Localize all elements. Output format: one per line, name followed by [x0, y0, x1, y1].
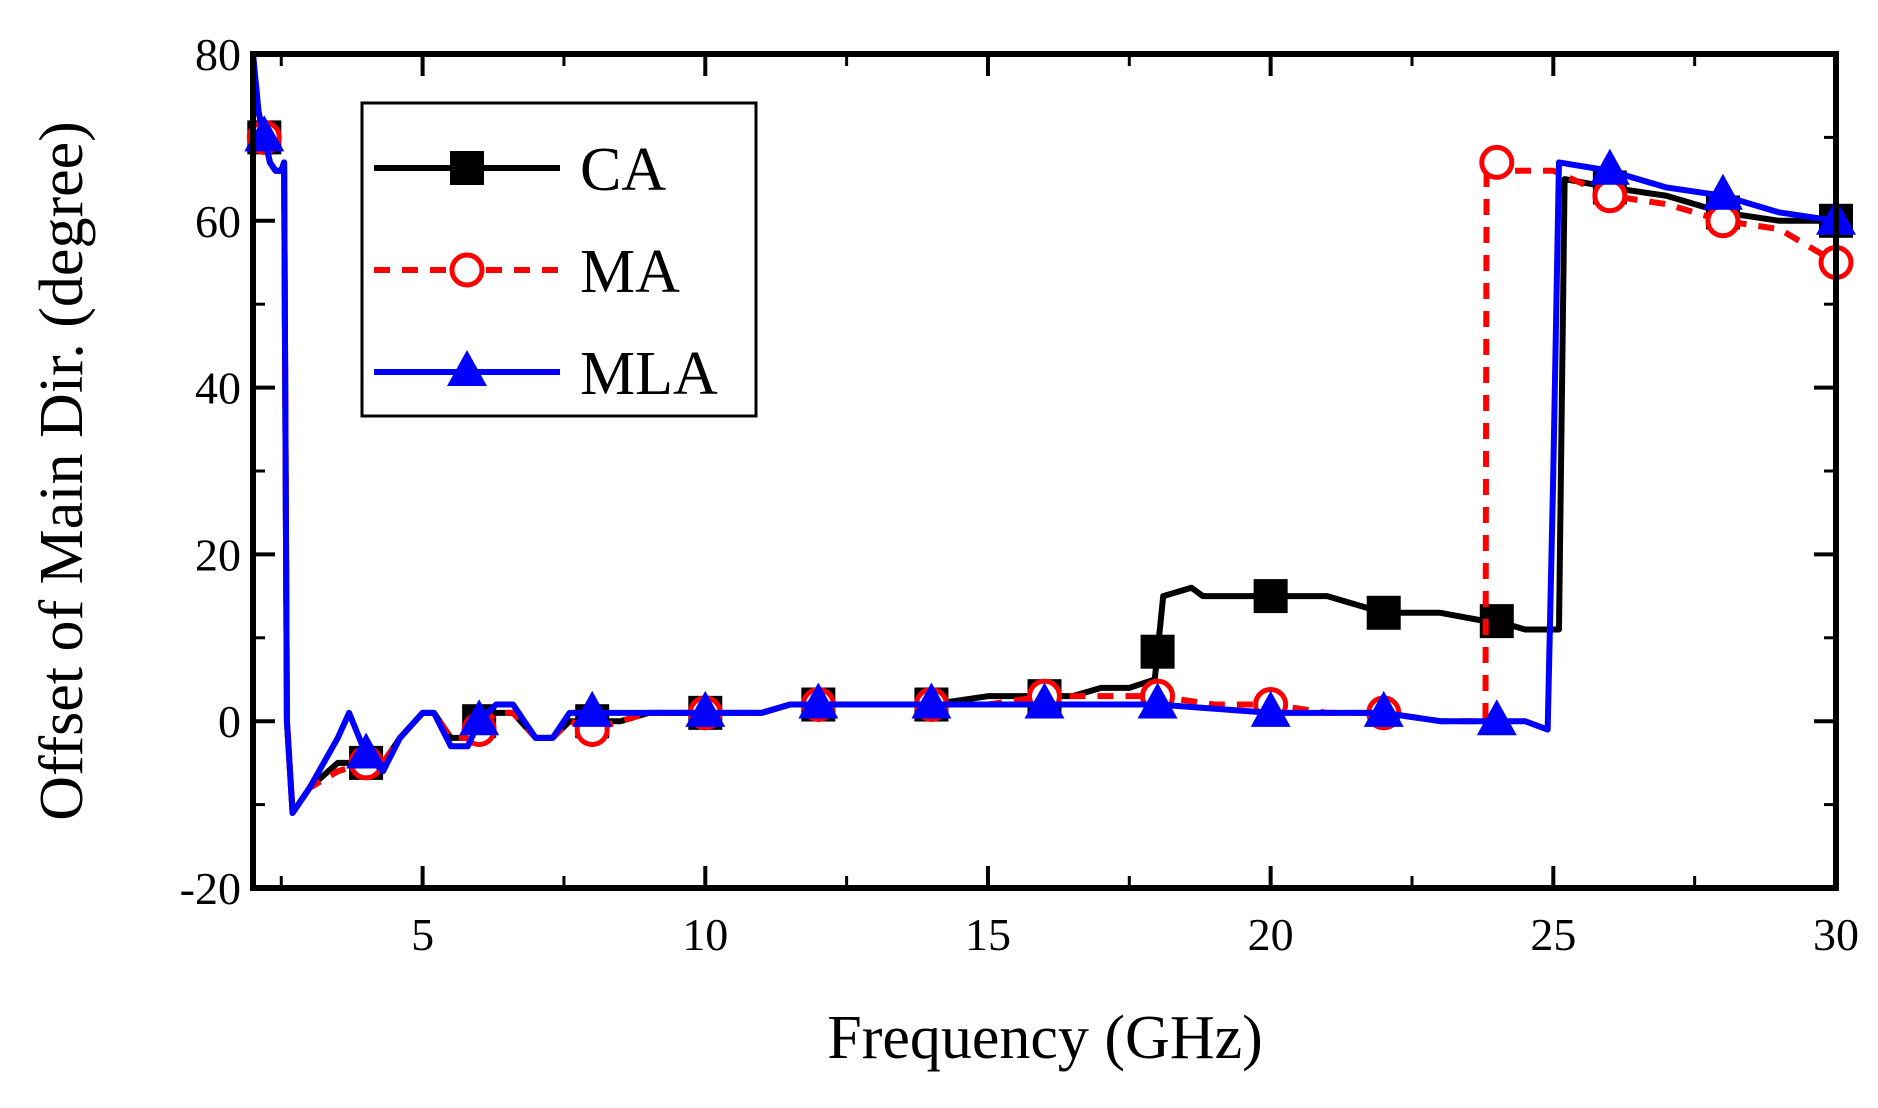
data-point-mla — [1024, 682, 1065, 719]
y-tick-label: 0 — [218, 696, 241, 747]
legend-marker — [449, 252, 485, 288]
series-line-mla — [250, 53, 1837, 816]
data-point-mla — [1589, 148, 1630, 185]
data-point-mla — [346, 732, 387, 769]
y-tick-labels: -20 0 20 40 60 80 — [180, 29, 241, 914]
data-point-mla — [459, 699, 500, 736]
legend-label: CA — [580, 136, 666, 204]
data-point-ca — [1253, 579, 1288, 614]
x-tick-label: 30 — [1813, 909, 1859, 960]
data-point-mla — [911, 682, 952, 719]
x-tick-label: 15 — [965, 909, 1011, 960]
x-tick-labels: 5 10 15 20 25 30 — [411, 909, 1859, 960]
y-tick-label: 20 — [195, 529, 241, 580]
y-tick-label: 80 — [195, 29, 241, 80]
data-point-mla — [685, 690, 726, 727]
y-tick-label: 60 — [195, 196, 241, 247]
data-point-mla — [1250, 690, 1291, 727]
y-axis-title: Offset of Main Dir. (degree) — [28, 121, 96, 821]
x-tick-label: 5 — [411, 909, 434, 960]
data-point-ca — [1366, 595, 1401, 630]
series-layer — [244, 53, 1856, 816]
data-point-mla — [1137, 682, 1178, 719]
legend-marker — [450, 151, 484, 185]
y-tick-label: 40 — [195, 363, 241, 414]
series-mla — [244, 53, 1856, 816]
legend-label: MLA — [580, 340, 718, 408]
legend: CA MA MLA — [360, 101, 758, 418]
x-tick-label: 25 — [1530, 909, 1576, 960]
data-point-ma — [1592, 178, 1628, 214]
data-point-mla — [798, 682, 839, 719]
data-point-mla — [1363, 690, 1404, 727]
data-point-mla — [572, 690, 613, 727]
plot-frame — [250, 51, 1839, 891]
legend-entry-ca: CA — [374, 136, 666, 204]
y-tick-label: -20 — [180, 863, 241, 914]
legend-box — [360, 101, 758, 418]
data-point-mla — [1702, 173, 1743, 210]
data-point-ma — [1705, 203, 1741, 239]
data-point-mla — [1476, 699, 1517, 736]
legend-marker — [447, 350, 487, 386]
legend-entry-ma: MA — [374, 238, 680, 306]
data-point-ca — [1140, 634, 1175, 669]
legend-entry-mla: MLA — [374, 340, 718, 408]
x-tick-label: 20 — [1248, 909, 1294, 960]
x-axis-title: Frequency (GHz) — [827, 1004, 1263, 1072]
legend-label: MA — [580, 238, 680, 306]
x-tick-label: 10 — [682, 909, 728, 960]
data-point-ma — [1479, 144, 1515, 180]
